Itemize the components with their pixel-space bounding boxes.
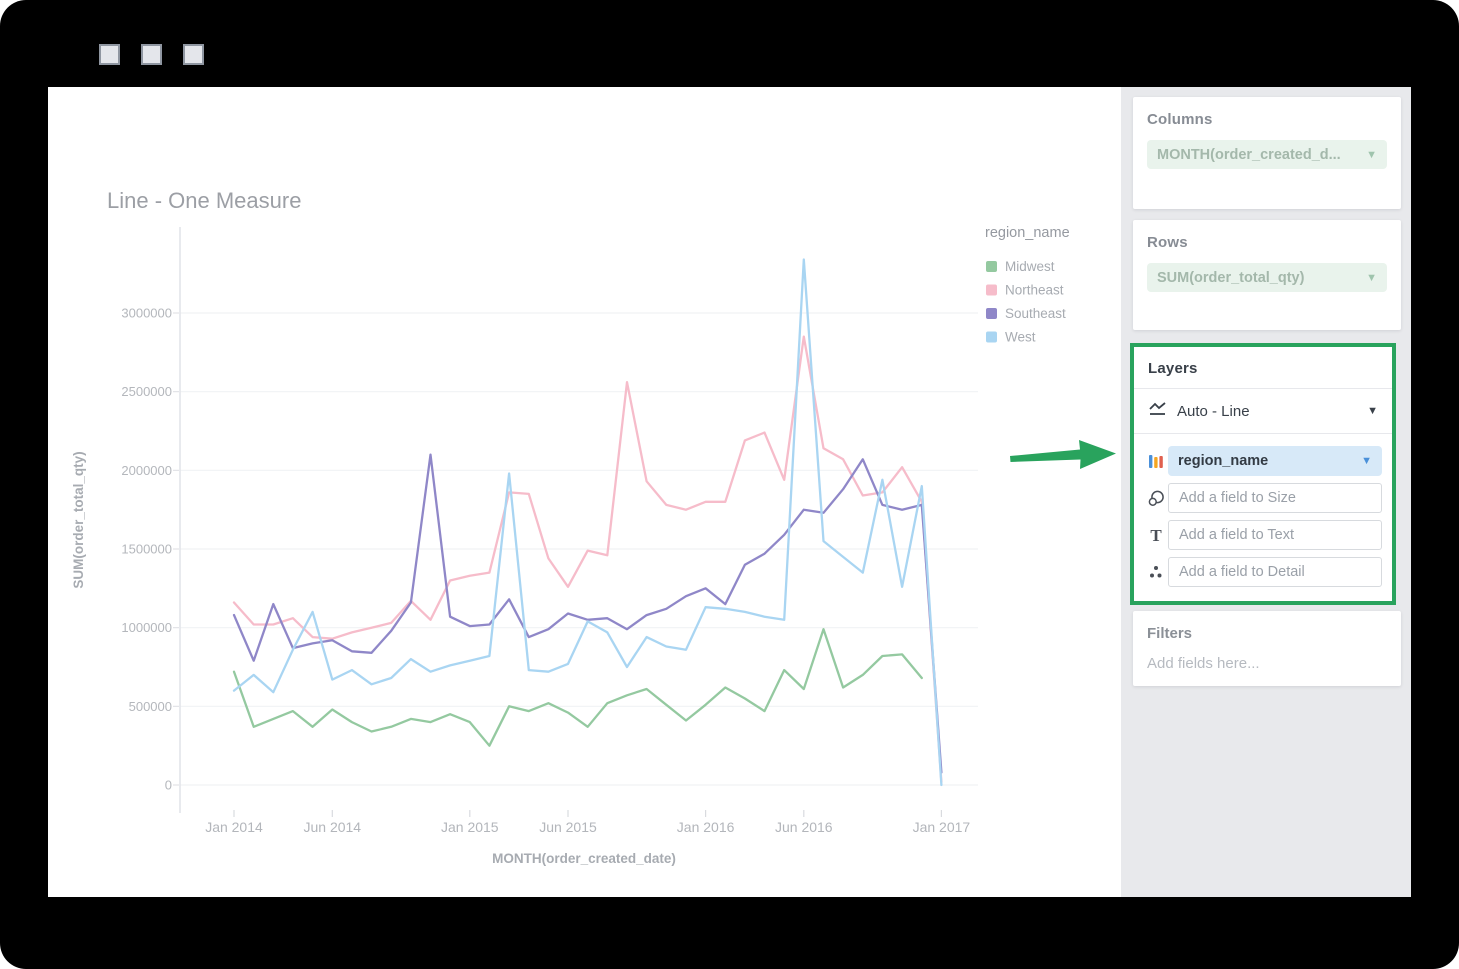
color-field-row: region_name ▼ bbox=[1144, 446, 1382, 476]
layers-panel: Layers Auto - Line ▼ bbox=[1130, 343, 1396, 605]
divider bbox=[1134, 433, 1392, 434]
chart-type-dropdown[interactable]: Auto - Line ▼ bbox=[1134, 389, 1392, 433]
app-window: Line - One Measure 0 500000 1000000 1500000 2… bbox=[48, 87, 1411, 897]
rows-field-label: SUM(order_total_qty) bbox=[1157, 269, 1305, 286]
svg-text:Jun 2015: Jun 2015 bbox=[539, 819, 597, 835]
size-circles-icon bbox=[1144, 490, 1168, 507]
size-field-input[interactable] bbox=[1168, 483, 1382, 513]
field-sidebar: Columns MONTH(order_created_d... ▼ Rows … bbox=[1121, 87, 1411, 897]
divider bbox=[1134, 388, 1392, 389]
line-chart: Line - One Measure 0 500000 1000000 1500000 2… bbox=[48, 87, 1121, 897]
svg-text:Line - One Measure: Line - One Measure bbox=[107, 188, 301, 213]
svg-text:500000: 500000 bbox=[129, 699, 172, 714]
chevron-down-icon[interactable]: ▼ bbox=[1367, 405, 1378, 417]
detail-dots-icon bbox=[1144, 565, 1168, 579]
chevron-down-icon[interactable]: ▼ bbox=[1366, 148, 1377, 161]
chevron-down-icon[interactable]: ▼ bbox=[1366, 271, 1377, 284]
filters-card: Filters Add fields here... bbox=[1133, 611, 1401, 686]
svg-text:West: West bbox=[1005, 330, 1036, 345]
svg-text:Jan 2017: Jan 2017 bbox=[913, 819, 971, 835]
text-T-icon: T bbox=[1150, 525, 1162, 545]
color-field-pill[interactable]: region_name ▼ bbox=[1168, 446, 1382, 476]
columns-field-pill[interactable]: MONTH(order_created_d... ▼ bbox=[1147, 140, 1387, 169]
columns-header: Columns bbox=[1147, 111, 1213, 128]
svg-text:Jan 2016: Jan 2016 bbox=[677, 819, 735, 835]
svg-text:1000000: 1000000 bbox=[121, 620, 172, 635]
svg-text:Jan 2014: Jan 2014 bbox=[205, 819, 263, 835]
text-field-row: T bbox=[1144, 520, 1382, 550]
line-chart-type-icon bbox=[1148, 401, 1168, 421]
columns-card: Columns MONTH(order_created_d... ▼ bbox=[1133, 97, 1401, 209]
annotation-arrow-icon bbox=[1010, 440, 1116, 469]
svg-text:Northeast: Northeast bbox=[1005, 283, 1064, 298]
rows-header: Rows bbox=[1147, 234, 1188, 251]
svg-text:Jun 2014: Jun 2014 bbox=[303, 819, 361, 835]
svg-text:2500000: 2500000 bbox=[121, 384, 172, 399]
svg-text:Jan 2015: Jan 2015 bbox=[441, 819, 499, 835]
window-control-square-3[interactable] bbox=[183, 44, 204, 65]
svg-text:Southeast: Southeast bbox=[1005, 306, 1066, 321]
color-bars-icon bbox=[1144, 454, 1168, 469]
svg-text:0: 0 bbox=[165, 778, 172, 793]
columns-field-label: MONTH(order_created_d... bbox=[1157, 146, 1341, 163]
detail-field-row bbox=[1144, 557, 1382, 587]
layers-header: Layers bbox=[1148, 360, 1198, 377]
svg-text:2000000: 2000000 bbox=[121, 463, 172, 478]
size-field-row bbox=[1144, 483, 1382, 513]
chevron-down-icon[interactable]: ▼ bbox=[1361, 455, 1372, 467]
detail-field-input[interactable] bbox=[1168, 557, 1382, 587]
svg-text:3000000: 3000000 bbox=[121, 306, 172, 321]
filters-placeholder[interactable]: Add fields here... bbox=[1147, 655, 1260, 672]
chart-area: Line - One Measure 0 500000 1000000 1500000 2… bbox=[48, 87, 1121, 897]
text-field-input[interactable] bbox=[1168, 520, 1382, 550]
svg-text:Jun 2016: Jun 2016 bbox=[775, 819, 833, 835]
svg-text:MONTH(order_created_date): MONTH(order_created_date) bbox=[492, 851, 676, 866]
filters-header: Filters bbox=[1147, 625, 1193, 642]
svg-text:1500000: 1500000 bbox=[121, 542, 172, 557]
rows-field-pill[interactable]: SUM(order_total_qty) ▼ bbox=[1147, 263, 1387, 292]
svg-text:region_name: region_name bbox=[985, 225, 1070, 241]
svg-text:SUM(order_total_qty): SUM(order_total_qty) bbox=[71, 451, 86, 588]
rows-card: Rows SUM(order_total_qty) ▼ bbox=[1133, 220, 1401, 330]
window-control-square-1[interactable] bbox=[99, 44, 120, 65]
color-field-label: region_name bbox=[1178, 453, 1269, 469]
svg-text:Midwest: Midwest bbox=[1005, 259, 1055, 274]
chart-type-label: Auto - Line bbox=[1177, 402, 1250, 420]
window-control-square-2[interactable] bbox=[141, 44, 162, 65]
